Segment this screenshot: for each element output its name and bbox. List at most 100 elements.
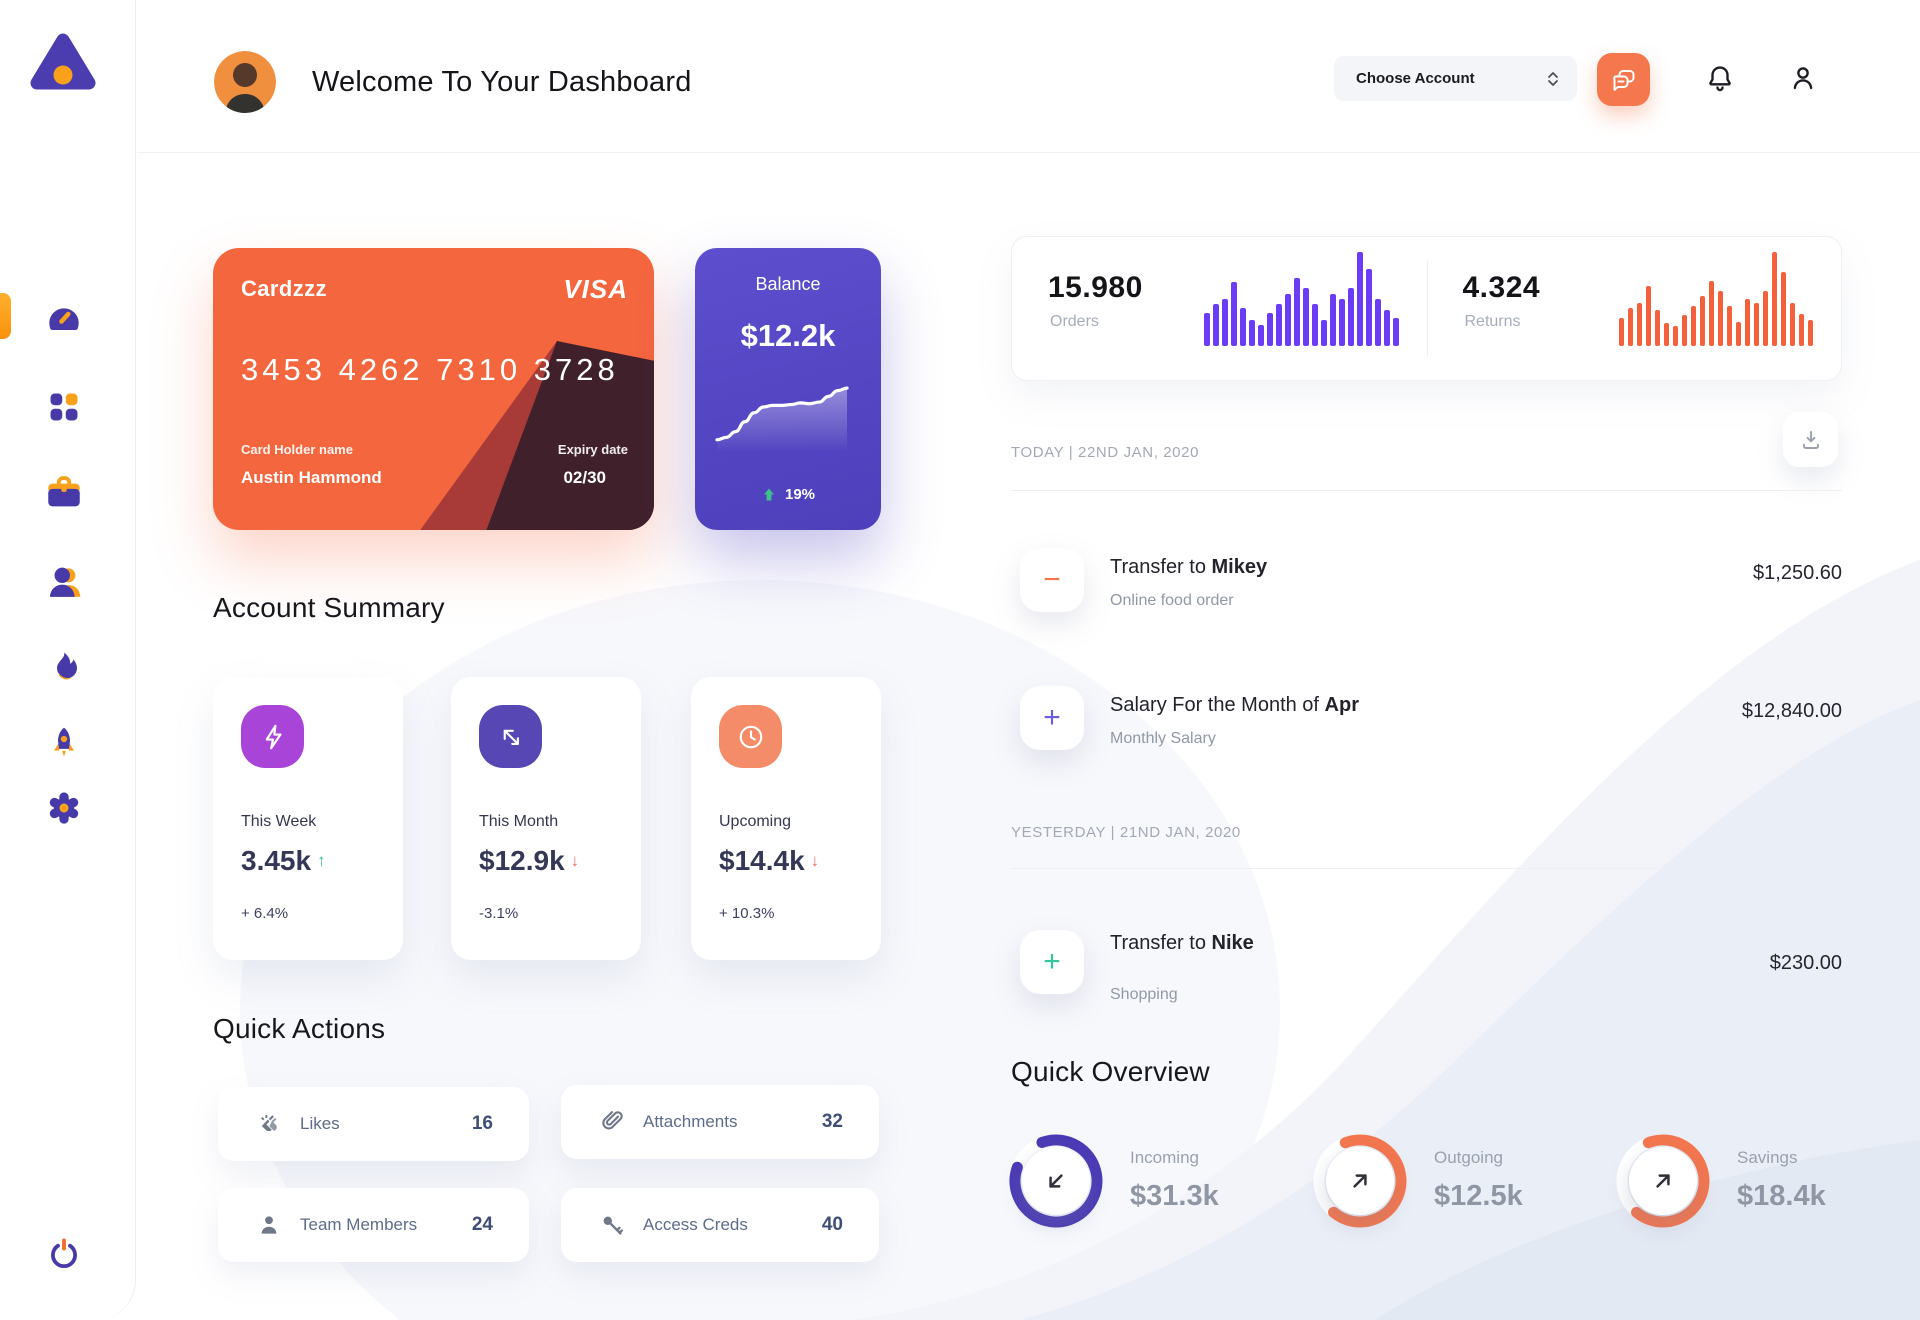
- bar: [1798, 314, 1804, 346]
- bar: [1312, 303, 1318, 346]
- quick-action-team-members[interactable]: Team Members 24: [218, 1188, 529, 1262]
- transaction-title[interactable]: Transfer to Nike: [1110, 932, 1254, 954]
- clock-icon: [719, 705, 782, 768]
- balance-card[interactable]: Balance $12.2k 19%: [695, 248, 881, 530]
- date-group-yesterday: YESTERDAY | 21ND JAN, 2020: [1011, 824, 1241, 841]
- overview-value: $12.5k: [1434, 1180, 1523, 1212]
- bar: [1654, 310, 1660, 346]
- user-avatar[interactable]: [214, 51, 276, 113]
- card-number: 3453 4262 7310 3728: [241, 352, 619, 387]
- sidebar-item-settings[interactable]: [40, 784, 88, 832]
- download-button[interactable]: [1783, 412, 1838, 467]
- bar: [1258, 325, 1264, 346]
- ring-inner-circle: [1326, 1147, 1394, 1215]
- plus-icon: +: [1043, 945, 1061, 978]
- sidebar-item-trending[interactable]: [40, 644, 88, 692]
- ring-inner-circle: [1022, 1147, 1090, 1215]
- orders-value: 15.980: [1048, 271, 1143, 304]
- bar: [1690, 305, 1696, 346]
- arrow-up-right-icon: [1353, 1174, 1367, 1188]
- summary-value: 3.45k ↑: [241, 845, 326, 876]
- card-holder-label: Card Holder name: [241, 442, 353, 457]
- sidebar-logout-button[interactable]: [40, 1230, 88, 1278]
- bar: [1366, 268, 1372, 346]
- bar: [1321, 319, 1327, 346]
- bar: [1762, 291, 1768, 346]
- quick-action-label: Access Creds: [643, 1215, 748, 1234]
- member-icon: [254, 1210, 284, 1240]
- bar: [1753, 302, 1759, 346]
- bar: [1672, 326, 1678, 346]
- bar: [1375, 299, 1381, 346]
- app-logo[interactable]: [28, 30, 98, 98]
- grid-dots-icon: [50, 393, 78, 421]
- quick-action-likes[interactable]: Likes 16: [218, 1087, 529, 1161]
- gear-icon: [49, 792, 79, 824]
- orders-label: Orders: [1050, 313, 1099, 330]
- bar: [1681, 314, 1687, 346]
- choose-account-label: Choose Account: [1356, 70, 1475, 87]
- bar: [1276, 303, 1282, 346]
- bar: [1339, 299, 1345, 346]
- bar: [1213, 303, 1219, 346]
- credit-card[interactable]: Cardzzz VISA 3453 4262 7310 3728 Card Ho…: [213, 248, 654, 530]
- bar: [1348, 287, 1354, 346]
- sidebar: [0, 0, 136, 1320]
- quick-action-attachments[interactable]: Attachments 32: [561, 1085, 879, 1159]
- up-arrow-icon: [763, 488, 774, 500]
- sidebar-item-portfolio[interactable]: [40, 468, 88, 516]
- transaction-title[interactable]: Salary For the Month of Apr: [1110, 694, 1359, 716]
- sidebar-item-apps[interactable]: [40, 383, 88, 431]
- transaction-title[interactable]: Transfer to Mikey: [1110, 556, 1268, 578]
- bar: [1627, 308, 1633, 346]
- bar: [1645, 285, 1651, 346]
- bar: [1717, 290, 1723, 346]
- balance-change: 19%: [784, 486, 816, 503]
- summary-delta: + 6.4%: [241, 905, 289, 922]
- card-holder-name: Austin Hammond: [241, 468, 382, 487]
- bar: [1357, 252, 1363, 346]
- profile-button[interactable]: [1786, 61, 1820, 95]
- avatar-image: [214, 51, 276, 113]
- bar: [1294, 278, 1300, 346]
- summary-label: Upcoming: [719, 813, 792, 830]
- savings-ring: [1613, 1131, 1713, 1231]
- quick-actions-heading: Quick Actions: [213, 1013, 386, 1044]
- transaction-icon-tile: +: [1020, 930, 1084, 994]
- quick-action-label: Attachments: [643, 1112, 738, 1131]
- trend-arrow: ↓: [570, 851, 580, 870]
- overview-value: $18.4k: [1737, 1180, 1826, 1212]
- speedometer-icon: [49, 308, 79, 330]
- paperclip-icon: [597, 1107, 627, 1137]
- expiry-date-value: 02/30: [563, 468, 606, 487]
- bar: [1726, 305, 1732, 346]
- bar: [1267, 313, 1273, 346]
- orders-stat: 15.980 Orders: [1012, 237, 1427, 380]
- sidebar-item-contacts[interactable]: [40, 558, 88, 606]
- flame-icon: [57, 652, 77, 680]
- sidebar-item-dashboard[interactable]: [40, 292, 88, 340]
- bar: [1807, 319, 1813, 346]
- bar: [1249, 319, 1255, 346]
- choose-account-dropdown[interactable]: Choose Account: [1334, 56, 1577, 101]
- transaction-subtitle: Monthly Salary: [1110, 730, 1216, 747]
- balance-title: Balance: [755, 274, 821, 294]
- returns-bar-chart: [1618, 252, 1813, 346]
- sidebar-item-launch[interactable]: [40, 719, 88, 767]
- header-divider: [137, 152, 1920, 153]
- bar: [1789, 302, 1795, 346]
- summary-delta: + 10.3%: [719, 905, 775, 922]
- quick-action-label: Team Members: [300, 1215, 418, 1234]
- chat-button[interactable]: [1597, 53, 1650, 106]
- transaction-icon-tile: −: [1020, 548, 1084, 612]
- orders-returns-card: 15.980 Orders 4.324 Returns: [1011, 236, 1842, 381]
- summary-label: This Week: [241, 813, 317, 830]
- notifications-button[interactable]: [1703, 61, 1737, 95]
- quick-action-access-creds[interactable]: Access Creds 40: [561, 1188, 879, 1262]
- bar: [1222, 299, 1228, 346]
- balance-value: $12.2k: [740, 318, 836, 353]
- summary-value: $14.4k ↓: [719, 845, 820, 876]
- quick-overview-heading: Quick Overview: [1011, 1056, 1210, 1087]
- bar: [1699, 296, 1705, 346]
